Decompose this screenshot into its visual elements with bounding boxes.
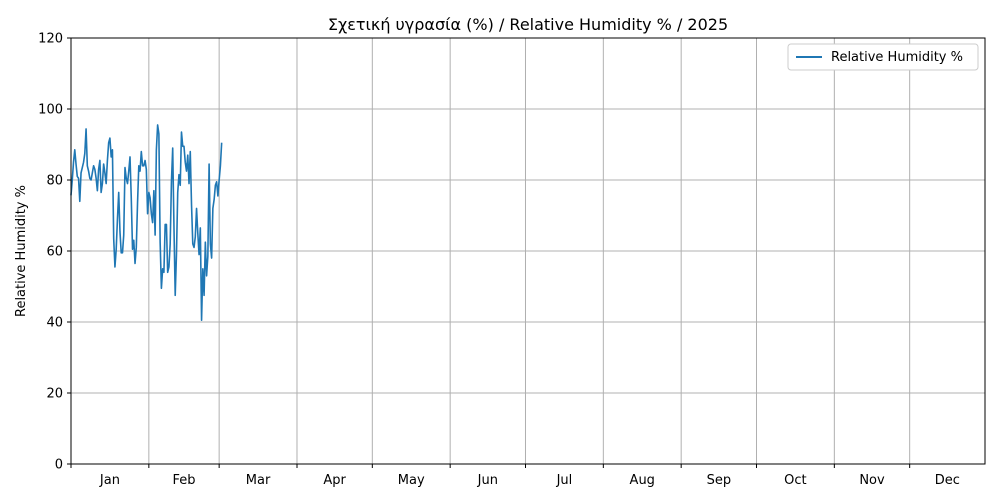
x-tick-label: Jan [99, 473, 120, 488]
x-tick-label: Jun [477, 473, 498, 488]
x-tick-label: Nov [859, 473, 885, 488]
x-axis: Jan Feb Mar Apr May Jun Jul Aug Sep Oct Nov Dec [70, 464, 960, 488]
x-tick-label: May [398, 473, 425, 488]
legend-label: Relative Humidity % [831, 50, 963, 65]
y-tick-label: 0 [55, 458, 63, 473]
y-tick-label: 120 [38, 32, 63, 47]
y-tick-label: 20 [46, 387, 63, 402]
y-tick-label: 60 [46, 245, 63, 260]
series-layer [70, 124, 223, 322]
y-tick-label: 100 [38, 103, 63, 118]
y-tick-label: 80 [46, 174, 63, 189]
x-tick-label: Feb [172, 473, 195, 488]
y-tick-label: 40 [46, 316, 63, 331]
y-axis: 0 20 40 60 80 100 120 [38, 32, 71, 473]
x-tick-label: Mar [246, 473, 271, 488]
legend-box [787, 43, 979, 71]
series-line [70, 124, 223, 322]
x-tick-label: Oct [784, 473, 806, 488]
legend: Relative Humidity % [787, 43, 979, 71]
x-tick-label: Dec [935, 473, 960, 488]
x-tick-label: Jul [556, 473, 573, 488]
y-axis-title: Relative Humidity % [14, 185, 29, 317]
x-tick-label: Aug [630, 473, 655, 488]
x-tick-label: Sep [707, 473, 732, 488]
chart-title: Σχετική υγρασία (%) / Relative Humidity … [328, 15, 728, 34]
grid [71, 38, 985, 464]
x-tick-label: Apr [323, 473, 346, 488]
